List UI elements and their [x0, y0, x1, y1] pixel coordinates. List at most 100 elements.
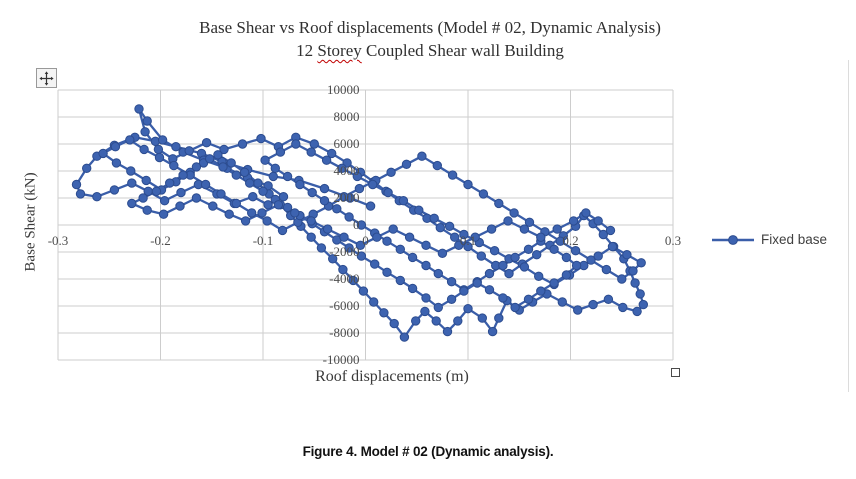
data-point-marker: [433, 302, 443, 313]
data-point-marker: [608, 241, 619, 252]
data-point-marker: [552, 224, 562, 234]
data-point-marker: [398, 196, 409, 206]
x-axis-tick-label: -0.1: [252, 233, 274, 248]
data-point-marker: [407, 252, 418, 263]
data-point-marker: [588, 299, 598, 310]
data-point-marker: [282, 171, 293, 182]
data-point-marker: [401, 159, 412, 170]
y-axis-tick-label: -10000: [322, 352, 360, 367]
data-point-marker: [142, 205, 152, 215]
data-point-marker: [383, 187, 393, 198]
data-point-marker: [517, 259, 527, 269]
data-point-marker: [191, 193, 202, 203]
data-point-marker: [286, 210, 296, 221]
data-point-marker: [422, 213, 432, 224]
data-point-marker: [370, 259, 380, 269]
data-point-marker: [319, 183, 330, 194]
data-point-marker: [231, 170, 242, 180]
data-point-marker: [532, 250, 542, 260]
data-point-marker: [111, 158, 122, 168]
data-point-marker: [82, 163, 92, 174]
data-point-marker: [219, 144, 229, 155]
data-point-marker: [607, 241, 618, 252]
x-axis-tick-label: -0.3: [47, 233, 69, 248]
data-point-marker: [372, 232, 382, 242]
data-point-marker: [368, 179, 378, 190]
move-arrows-icon: [39, 70, 54, 86]
data-point-marker: [379, 308, 389, 318]
data-point-marker: [159, 196, 170, 206]
data-point-marker: [307, 219, 317, 229]
data-point-marker: [191, 162, 202, 172]
data-point-marker: [524, 217, 535, 228]
data-point-marker: [450, 232, 460, 242]
data-point-marker: [527, 297, 538, 307]
data-point-marker: [175, 201, 185, 211]
data-point-marker: [523, 294, 534, 304]
data-point-marker: [588, 219, 598, 229]
data-point-marker: [598, 229, 608, 240]
data-point-marker: [109, 140, 120, 151]
y-axis-tick-label: 2000: [333, 190, 360, 205]
chart-move-handle[interactable]: [36, 68, 57, 88]
chart-title-line1: Base Shear vs Roof displacements (Model …: [199, 18, 661, 37]
figure-caption: Figure 4. Model # 02 (Dynamic analysis).: [0, 444, 856, 459]
data-point-marker: [185, 167, 195, 178]
data-point-marker: [534, 271, 544, 281]
data-point-marker: [549, 279, 559, 290]
data-point-marker: [472, 277, 482, 287]
data-point-marker: [371, 175, 381, 186]
y-axis-tick-label: 4000: [333, 163, 360, 178]
data-point-marker: [536, 236, 546, 246]
x-axis-tick-label: -0.2: [150, 233, 171, 248]
data-point-marker: [399, 332, 410, 342]
data-point-marker: [503, 216, 513, 226]
data-point-marker: [143, 186, 153, 197]
data-point-marker: [523, 244, 534, 255]
y-axis-tick-label: 0: [353, 217, 360, 232]
data-point-marker: [208, 201, 218, 211]
data-point-marker: [273, 200, 284, 210]
y-axis-tick-label: -4000: [329, 271, 360, 286]
data-point-marker: [504, 268, 514, 279]
data-point-marker: [226, 158, 236, 168]
data-point-marker: [198, 155, 209, 165]
y-axis-tick-label: -8000: [329, 325, 360, 340]
data-point-marker: [573, 305, 583, 315]
data-point-marker: [332, 235, 342, 245]
x-axis-tick-label: 0.2: [562, 233, 579, 248]
data-point-marker: [196, 148, 207, 159]
data-point-marker: [545, 240, 555, 251]
data-point-marker: [478, 189, 489, 199]
data-point-marker: [557, 297, 567, 307]
legend-marker-icon: [712, 234, 754, 245]
data-point-marker: [258, 186, 268, 197]
data-point-marker: [421, 240, 431, 251]
chart-resize-handle[interactable]: [671, 368, 680, 377]
data-point-marker: [291, 132, 301, 143]
data-point-marker: [463, 179, 473, 190]
data-point-marker: [453, 316, 463, 326]
data-point-marker: [628, 266, 638, 276]
data-point-marker: [282, 202, 293, 213]
data-point-marker: [263, 181, 273, 191]
data-point-marker: [229, 198, 240, 209]
data-point-marker: [319, 196, 330, 206]
data-point-marker: [549, 244, 559, 255]
data-point-marker: [242, 173, 253, 183]
data-point-marker: [421, 260, 431, 271]
data-point-marker: [256, 133, 266, 144]
data-point-marker: [127, 198, 137, 209]
data-point-marker: [323, 201, 334, 211]
data-point-marker: [275, 147, 286, 157]
y-axis-tick-label: 6000: [333, 136, 360, 151]
data-point-marker: [92, 192, 102, 202]
data-point-marker: [420, 306, 430, 317]
data-point-marker: [421, 293, 431, 303]
data-point-marker: [171, 177, 181, 187]
data-point-marker: [295, 210, 305, 221]
data-point-marker: [474, 237, 484, 248]
data-point-marker: [472, 278, 482, 288]
data-point-marker: [477, 313, 487, 323]
x-axis-tick-label: 0.1: [459, 233, 477, 248]
